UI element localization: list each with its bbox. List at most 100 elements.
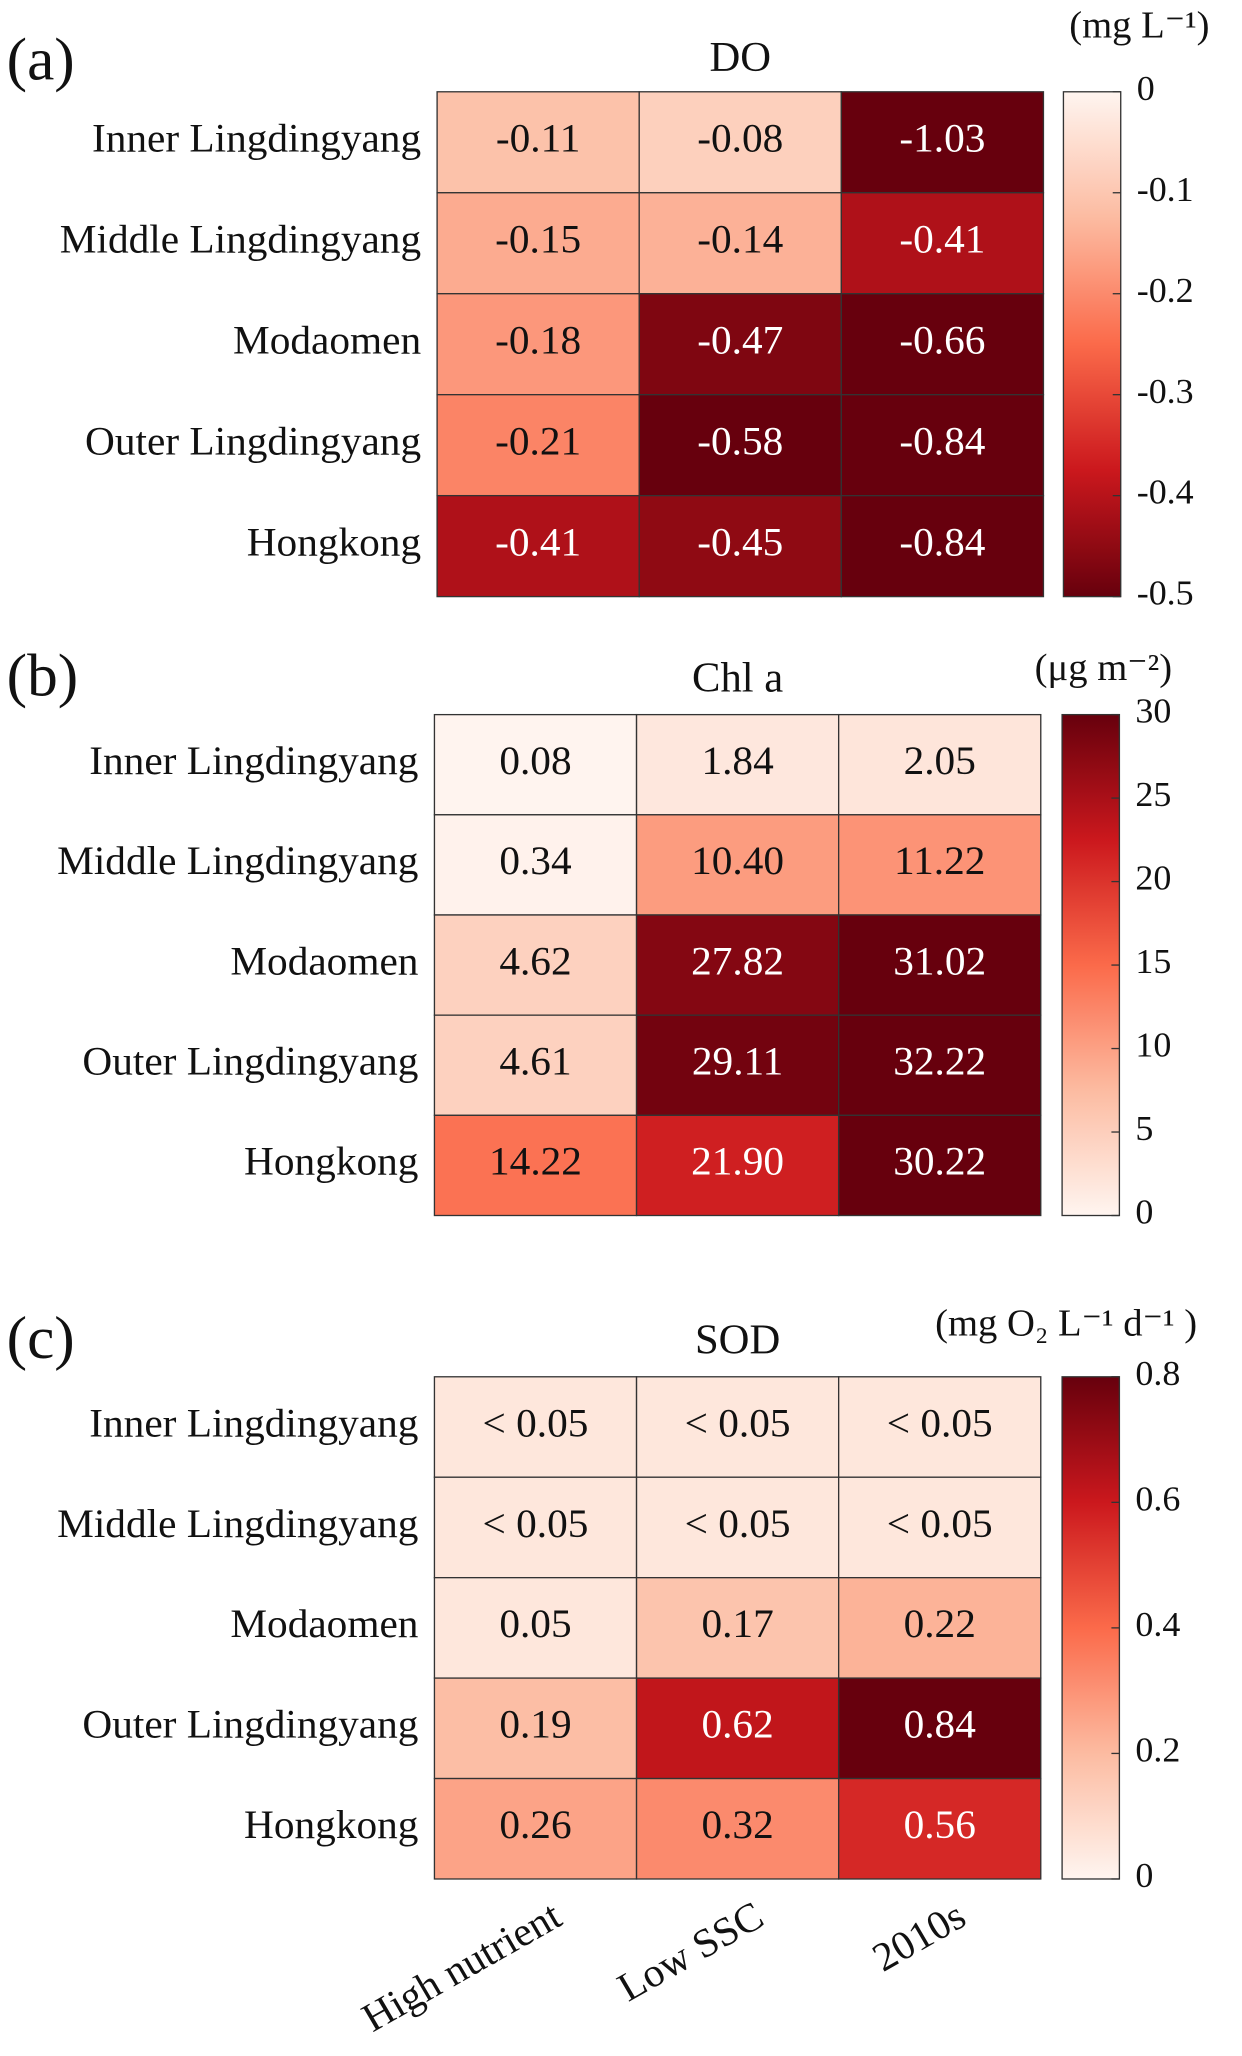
cell-label: -0.41 xyxy=(899,216,985,262)
x-tick-label: High nutrient xyxy=(354,1892,569,2041)
heatmap-cell xyxy=(837,1577,1042,1679)
heatmap-cell xyxy=(635,1114,840,1217)
row-label: Modaomen xyxy=(230,938,418,984)
heatmap-cell xyxy=(638,91,842,194)
cell-label: 0.22 xyxy=(904,1601,976,1647)
cell-label: -0.66 xyxy=(899,317,985,363)
row-label: Inner Lingdingyang xyxy=(89,737,418,783)
cell-label: 0.56 xyxy=(904,1801,976,1847)
heatmap-cell xyxy=(433,1476,638,1579)
heatmap-cell xyxy=(837,1014,1042,1116)
cell-label: 14.22 xyxy=(489,1138,582,1184)
heatmap-cell xyxy=(840,192,1045,295)
heatmap-cell xyxy=(837,814,1042,916)
cell-label: -0.08 xyxy=(697,115,783,161)
panel-label: (a) xyxy=(7,27,75,93)
panel-label: (c) xyxy=(7,1305,75,1371)
colorbar xyxy=(1061,1376,1121,1880)
cell-label: -0.41 xyxy=(495,519,581,565)
cell-label: 32.22 xyxy=(893,1038,986,1084)
heatmap-cell xyxy=(635,1777,840,1880)
cell-label: -0.47 xyxy=(697,317,783,363)
cell-label: < 0.05 xyxy=(685,1500,791,1546)
colorbar-tick-label: 0 xyxy=(1137,68,1155,108)
row-label: Hongkong xyxy=(244,1801,418,1847)
cell-label: 27.82 xyxy=(691,938,784,984)
chart-title: SOD xyxy=(695,1317,780,1364)
heatmap-cell xyxy=(436,394,640,497)
chart-title: Chl a xyxy=(692,655,783,702)
row-label: Hongkong xyxy=(247,519,421,565)
cell-label: -0.11 xyxy=(496,115,581,161)
colorbar-tick-label: 0.8 xyxy=(1135,1353,1180,1393)
cell-label: 2.05 xyxy=(904,737,976,783)
cell-label: 11.22 xyxy=(894,838,985,884)
heatmap-cell xyxy=(436,192,640,295)
row-label: Middle Lingdingyang xyxy=(60,216,421,262)
cell-label: < 0.05 xyxy=(685,1400,791,1446)
cell-label: 0.05 xyxy=(499,1601,571,1647)
heatmap-cell xyxy=(433,1677,638,1780)
row-label: Inner Lingdingyang xyxy=(89,1400,418,1446)
cell-label: -0.21 xyxy=(495,418,581,464)
cell-label: < 0.05 xyxy=(887,1500,993,1546)
cell-label: 0.26 xyxy=(499,1801,571,1847)
x-tick-label: Low SSC xyxy=(610,1892,771,2010)
row-label: Outer Lingdingyang xyxy=(85,418,421,464)
colorbar-tick-label: 20 xyxy=(1135,858,1171,898)
cell-label: -0.15 xyxy=(495,216,581,262)
colorbar-tick-label: 5 xyxy=(1135,1108,1153,1148)
colorbar-tick-label: 0 xyxy=(1135,1855,1153,1895)
heatmap-cell xyxy=(433,1014,638,1116)
row-label: Modaomen xyxy=(233,317,421,363)
heatmap-cell xyxy=(635,1014,840,1116)
chart-title: DO xyxy=(709,35,771,82)
cell-label: < 0.05 xyxy=(483,1500,589,1546)
colorbar-tick-label: 15 xyxy=(1135,941,1171,981)
heatmap-cell xyxy=(638,293,842,396)
row-label: Inner Lingdingyang xyxy=(92,115,421,161)
x-tick-label: 2010s xyxy=(864,1892,973,1980)
colorbar xyxy=(1061,713,1121,1217)
row-label: Hongkong xyxy=(244,1138,418,1184)
colorbar-tick-label: -0.2 xyxy=(1137,270,1194,310)
cell-label: 4.62 xyxy=(499,938,571,984)
row-label: Outer Lingdingyang xyxy=(82,1701,418,1747)
heatmap-cell xyxy=(433,1777,638,1880)
heatmap-cell xyxy=(635,1376,840,1478)
heatmap-cell xyxy=(837,1114,1042,1217)
colorbar-tick-label: 0.6 xyxy=(1135,1479,1180,1519)
cell-label: -0.14 xyxy=(697,216,783,262)
heatmap-cell xyxy=(837,1777,1042,1880)
cell-label: 4.61 xyxy=(499,1038,571,1084)
cell-label: -0.45 xyxy=(697,519,783,565)
heatmap-cell xyxy=(635,1476,840,1579)
row-label: Outer Lingdingyang xyxy=(82,1038,418,1084)
cell-label: 1.84 xyxy=(701,737,773,783)
cell-label: -0.18 xyxy=(495,317,581,363)
colorbar-tick-label: 0.2 xyxy=(1135,1730,1180,1770)
unit-label: (μg m⁻²) xyxy=(1035,647,1172,689)
cell-label: -0.84 xyxy=(899,418,985,464)
heatmap-cell xyxy=(436,494,640,598)
heatmap-cell xyxy=(635,713,840,816)
heatmap-cell xyxy=(433,1114,638,1217)
colorbar-tick-label: -0.1 xyxy=(1137,169,1194,209)
cell-label: 0.34 xyxy=(499,838,571,884)
cell-label: 29.11 xyxy=(692,1038,783,1084)
panel-label: (b) xyxy=(7,643,78,709)
cell-label: -0.58 xyxy=(697,418,783,464)
colorbar-tick-label: -0.5 xyxy=(1137,573,1194,613)
cell-label: -0.84 xyxy=(899,519,985,565)
colorbar-tick-label: 10 xyxy=(1135,1025,1171,1065)
heatmap-cell xyxy=(840,91,1045,194)
heatmap-cell xyxy=(840,494,1045,598)
heatmap-cell xyxy=(638,192,842,295)
cell-label: < 0.05 xyxy=(887,1400,993,1446)
colorbar-tick-label: -0.3 xyxy=(1137,371,1194,411)
cell-label: 0.17 xyxy=(701,1601,773,1647)
colorbar-tick-label: 0 xyxy=(1135,1192,1153,1232)
cell-label: 0.08 xyxy=(499,737,571,783)
cell-label: -1.03 xyxy=(899,115,985,161)
